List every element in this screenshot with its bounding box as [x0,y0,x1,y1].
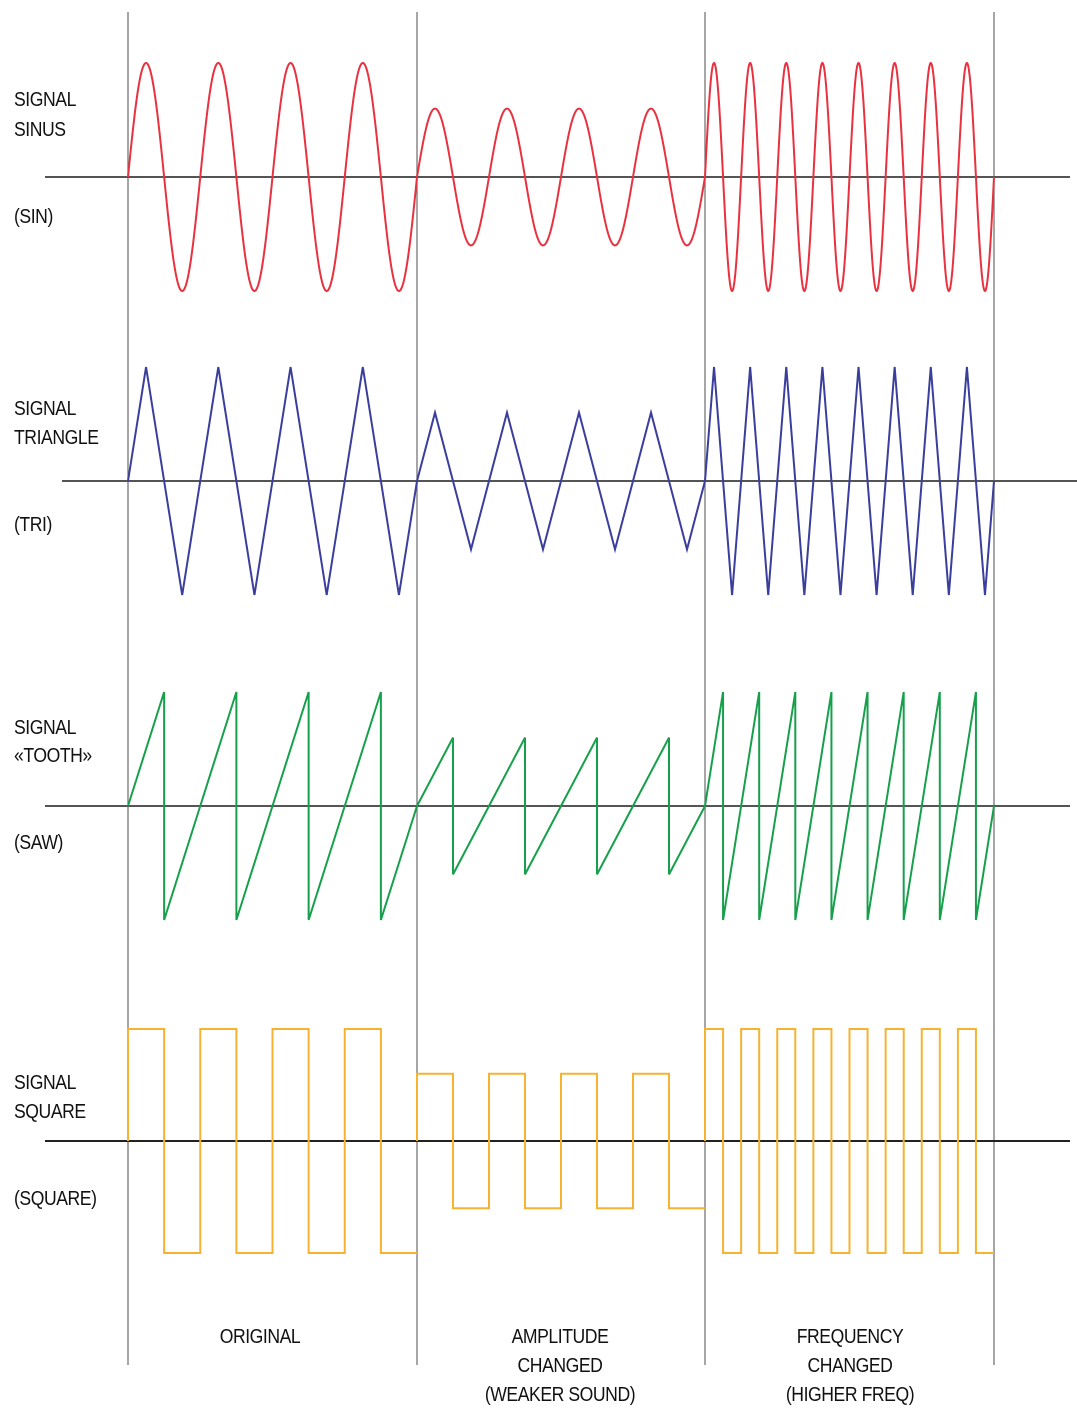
wave-tri-original [127,366,418,596]
label-sin-title-1: SIGNAL [14,89,76,111]
label-sin-title-2: SINUS [14,119,66,141]
wave-sin-frequency [704,61,995,293]
waveforms [127,61,995,1254]
wave-square-frequency [704,1028,994,1254]
label-saw-title-1: SIGNAL [14,717,76,739]
label-square-title-1: SIGNAL [14,1072,76,1094]
label-square-title-2: SQUARE [14,1101,86,1123]
label-tri-title-2: TRIANGLE [14,427,99,449]
wave-tri-frequency [704,366,995,596]
label-tri-title-1: SIGNAL [14,398,76,420]
wave-saw-amplitude [416,737,706,875]
label-saw-tag: (SAW) [14,832,63,854]
caption-frequency-line-3: (HIGHER FREQ) [785,1384,915,1406]
caption-amplitude: AMPLITUDE CHANGED (WEAKER SOUND) [454,1323,665,1410]
caption-frequency-line-1: FREQUENCY [796,1326,904,1348]
caption-frequency-line-2: CHANGED [807,1355,893,1377]
wave-tri-amplitude [416,408,706,554]
caption-original-line-1: ORIGINAL [219,1326,301,1348]
label-tri-tag: (TRI) [14,514,52,536]
label-saw-title-2: «TOOTH» [14,745,92,767]
wave-square-amplitude [416,1072,705,1210]
wave-saw-original [127,691,418,921]
wave-saw-frequency [704,691,995,921]
caption-amplitude-line-2: CHANGED [517,1355,603,1377]
caption-original: ORIGINAL [172,1323,348,1352]
label-square-tag: (SQUARE) [14,1188,97,1210]
caption-frequency: FREQUENCY CHANGED (HIGHER FREQ) [744,1323,955,1410]
caption-amplitude-line-1: AMPLITUDE [511,1326,609,1348]
signal-axes [45,176,1077,1142]
label-sin-tag: (SIN) [14,206,53,228]
wave-sin-original [127,62,418,292]
wave-square-original [127,1028,417,1254]
wave-sin-amplitude [416,107,706,247]
caption-amplitude-line-3: (WEAKER SOUND) [484,1384,636,1406]
